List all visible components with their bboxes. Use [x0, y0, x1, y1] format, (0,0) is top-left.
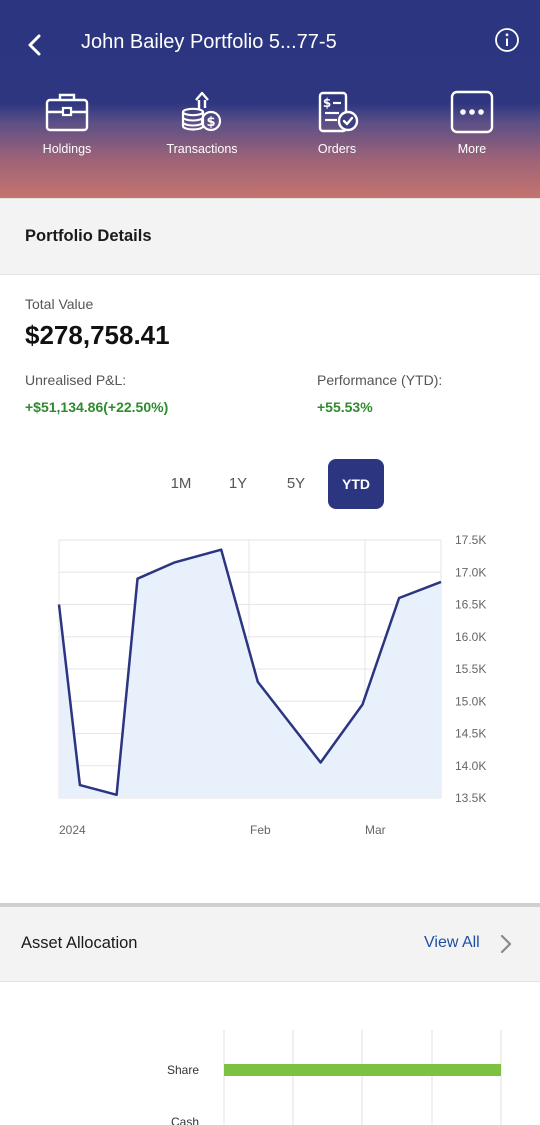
performance-label: Performance (YTD): [317, 372, 443, 388]
x-tick-label: 2024 [59, 823, 86, 837]
x-tick-label: Feb [250, 823, 271, 837]
section-divider [0, 903, 540, 907]
briefcase-icon [45, 93, 89, 132]
more-dots-icon [450, 90, 494, 134]
total-value: $278,758.41 [25, 320, 170, 350]
range-5y-button[interactable]: 5Y [286, 475, 306, 492]
asset-allocation-header: Asset Allocation View All [0, 907, 540, 982]
y-tick-label: 17.0K [455, 565, 486, 579]
chart-series-line [57, 548, 442, 797]
nav-orders[interactable]: $ Orders [277, 88, 397, 156]
y-tick-label: 17.5K [455, 533, 486, 547]
nav-transactions-label: Transactions [166, 142, 238, 156]
performance-chart: 17.5K 17.0K 16.5K 16.0K 15.5K 15.0K 14.5K 14.0K… [57, 533, 486, 837]
svg-text:$: $ [206, 115, 215, 130]
x-tick-label: Mar [365, 823, 386, 837]
chevron-right-icon[interactable] [498, 933, 514, 955]
range-1m-button[interactable]: 1M [170, 475, 192, 492]
asset-allocation-title: Asset Allocation [21, 934, 138, 952]
y-tick-label: 14.0K [455, 759, 486, 773]
nav-holdings-label: Holdings [42, 142, 92, 156]
app-header: John Bailey Portfolio 5...77-5 Holdings … [0, 0, 540, 198]
y-tick-label: 15.5K [455, 662, 486, 676]
page-title: John Bailey Portfolio 5...77-5 [81, 31, 337, 53]
nav-orders-label: Orders [317, 142, 357, 156]
pnl-label: Unrealised P&L: [25, 372, 127, 388]
svg-text:$: $ [323, 96, 331, 110]
range-ytd-button[interactable]: YTD [328, 459, 384, 509]
performance-value: +55.53% [317, 399, 373, 415]
info-icon[interactable] [494, 27, 520, 53]
chart-area-fill [59, 549, 441, 798]
portfolio-details-header: Portfolio Details [0, 198, 540, 275]
y-tick-label: 16.0K [455, 630, 486, 644]
allocation-bar [224, 1064, 501, 1076]
nav-transactions[interactable]: $ Transactions [142, 88, 262, 156]
nav-holdings[interactable]: Holdings [7, 88, 127, 156]
back-arrow-icon[interactable] [24, 32, 46, 58]
y-tick-label: 16.5K [455, 598, 486, 612]
nav-more-label: More [457, 142, 487, 156]
view-all-link[interactable]: View All [424, 934, 480, 951]
allocation-category-label: Cash [171, 1115, 199, 1125]
portfolio-details-title: Portfolio Details [25, 227, 152, 245]
nav-more[interactable]: More [412, 88, 532, 156]
coins-upload-icon: $ [181, 91, 222, 132]
range-1y-button[interactable]: 1Y [228, 475, 248, 492]
asset-allocation-chart: Share Cash [167, 1030, 502, 1125]
pnl-value: +$51,134.86(+22.50%) [25, 399, 169, 415]
invoice-check-icon: $ [318, 91, 359, 133]
y-tick-label: 15.0K [455, 694, 486, 708]
y-tick-label: 14.5K [455, 727, 486, 741]
y-tick-label: 13.5K [455, 791, 486, 805]
allocation-category-label: Share [167, 1063, 199, 1077]
total-value-label: Total Value [25, 296, 94, 312]
